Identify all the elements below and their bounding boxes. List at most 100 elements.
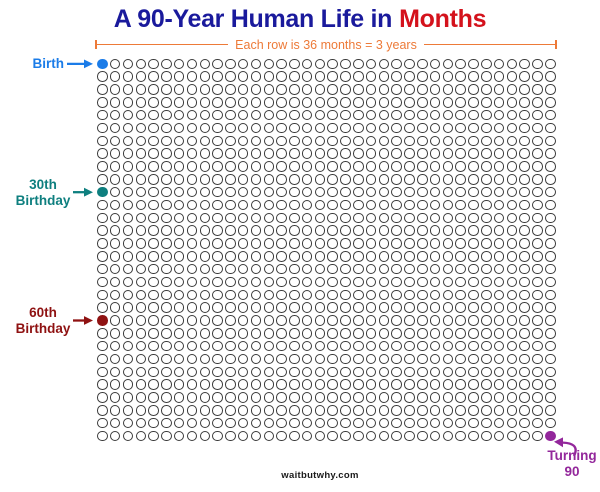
month-circle xyxy=(199,58,211,70)
month-cell xyxy=(390,173,403,186)
month-cell xyxy=(262,430,275,443)
month-cell xyxy=(301,378,314,391)
month-cell xyxy=(109,417,122,430)
month-circle xyxy=(148,315,159,326)
month-cell xyxy=(314,134,327,147)
month-circle xyxy=(276,366,287,378)
month-cell xyxy=(352,340,365,353)
month-circle xyxy=(417,430,428,442)
month-cell xyxy=(403,173,416,186)
month-cell xyxy=(416,237,429,250)
month-cell xyxy=(416,199,429,212)
month-circle xyxy=(289,225,300,236)
month-cell xyxy=(531,250,544,263)
month-circle xyxy=(327,186,338,198)
month-cell xyxy=(262,276,275,289)
month-circle xyxy=(276,71,287,82)
month-cell xyxy=(378,417,391,430)
month-cell xyxy=(96,211,109,224)
month-cell xyxy=(301,147,314,160)
month-cell xyxy=(109,96,122,109)
month-circle xyxy=(417,58,428,70)
month-circle xyxy=(340,58,351,70)
turning-90-label-line1: Turning xyxy=(547,448,597,463)
month-row xyxy=(96,199,557,212)
month-circle xyxy=(417,276,428,288)
month-cell xyxy=(378,327,391,340)
month-circle xyxy=(225,405,236,416)
month-cell xyxy=(198,122,211,135)
month-cell xyxy=(365,378,378,391)
month-circle xyxy=(314,174,326,185)
month-circle xyxy=(481,186,492,198)
month-cell xyxy=(416,122,429,135)
month-circle xyxy=(148,186,159,198)
month-circle xyxy=(532,276,543,288)
month-cell xyxy=(326,353,339,366)
month-circle xyxy=(250,225,262,236)
month-cell xyxy=(493,70,506,83)
month-cell xyxy=(531,134,544,147)
month-circle xyxy=(519,276,530,288)
month-circle xyxy=(276,225,287,236)
month-circle xyxy=(481,97,492,108)
month-cell xyxy=(288,122,301,135)
month-cell xyxy=(518,83,531,96)
month-circle xyxy=(429,366,441,378)
month-cell xyxy=(160,417,173,430)
month-circle xyxy=(391,263,402,275)
month-cell xyxy=(454,276,467,289)
month-circle xyxy=(109,161,121,172)
month-circle xyxy=(250,84,262,95)
month-circle xyxy=(493,174,505,185)
month-circle xyxy=(122,276,134,288)
month-circle xyxy=(263,340,274,352)
month-circle xyxy=(327,328,338,339)
month-circle xyxy=(417,263,428,275)
month-circle xyxy=(212,328,223,339)
month-circle xyxy=(404,392,415,403)
month-circle xyxy=(340,417,351,429)
month-circle xyxy=(506,71,518,82)
month-cell xyxy=(429,237,442,250)
month-circle xyxy=(186,417,198,429)
month-cell xyxy=(339,288,352,301)
month-circle xyxy=(212,122,223,134)
month-circle xyxy=(378,97,390,108)
month-circle xyxy=(506,212,518,224)
month-cell xyxy=(186,365,199,378)
month-cell xyxy=(186,122,199,135)
month-cell xyxy=(403,211,416,224)
month-cell xyxy=(429,404,442,417)
month-circle xyxy=(225,135,236,147)
month-circle xyxy=(109,135,121,147)
month-cell xyxy=(301,211,314,224)
month-circle xyxy=(237,174,249,185)
month-circle xyxy=(161,186,172,198)
month-circle xyxy=(212,417,223,429)
month-circle xyxy=(404,109,415,121)
month-circle xyxy=(173,315,185,326)
bracket-label: Each row is 36 months = 3 years xyxy=(235,37,417,52)
month-circle xyxy=(97,148,108,159)
month-circle xyxy=(378,366,390,378)
month-cell xyxy=(314,186,327,199)
month-circle xyxy=(173,302,185,313)
month-circle xyxy=(173,340,185,352)
month-circle xyxy=(186,122,198,134)
month-circle xyxy=(519,109,530,121)
month-circle xyxy=(122,174,134,185)
month-cell xyxy=(122,160,135,173)
month-cell xyxy=(262,288,275,301)
month-circle xyxy=(506,109,518,121)
month-cell xyxy=(378,147,391,160)
month-circle xyxy=(455,276,466,288)
month-circle xyxy=(468,251,479,262)
month-circle xyxy=(545,122,556,134)
month-circle xyxy=(250,161,262,172)
month-cell xyxy=(198,96,211,109)
month-cell xyxy=(198,391,211,404)
month-circle xyxy=(468,84,479,95)
month-circle xyxy=(237,353,249,365)
month-circle xyxy=(122,58,134,70)
